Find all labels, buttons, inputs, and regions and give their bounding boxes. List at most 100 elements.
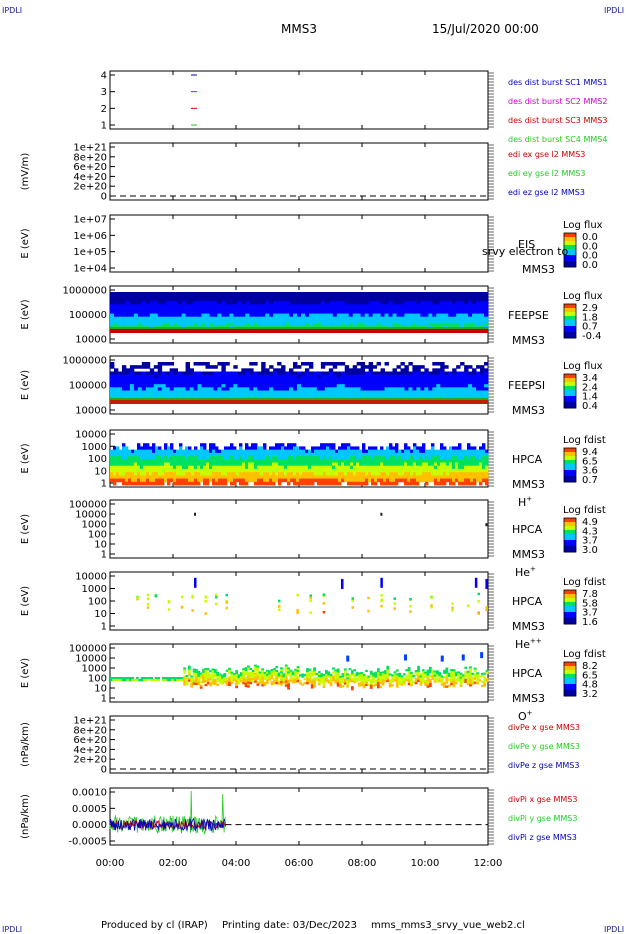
spectrogram-cell bbox=[218, 679, 222, 682]
spectrogram-cell bbox=[458, 465, 462, 470]
spectrogram-cell bbox=[317, 671, 321, 674]
spectrogram-cell bbox=[249, 292, 254, 296]
spectrogram-cell bbox=[260, 456, 264, 460]
spectrogram-cell bbox=[296, 456, 300, 460]
spectrogram-cell bbox=[408, 371, 413, 376]
spectrogram-cell bbox=[254, 668, 257, 671]
spectrogram-cell bbox=[371, 462, 375, 467]
spectrogram-cell bbox=[182, 462, 186, 467]
spectrogram-cell bbox=[384, 670, 387, 673]
spectrogram-cell bbox=[301, 675, 305, 678]
spectrogram-cell bbox=[245, 292, 250, 296]
spectrogram-cell bbox=[329, 682, 333, 685]
spectrogram-cell bbox=[247, 665, 250, 668]
spectrogram-cell bbox=[211, 674, 215, 677]
spectrogram-cell bbox=[149, 310, 155, 314]
spectrogram-cell bbox=[464, 393, 469, 398]
spectrogram-cell bbox=[416, 390, 421, 395]
spectrogram-cell bbox=[153, 295, 159, 299]
spectrogram-cell bbox=[428, 307, 433, 311]
spectrogram-cell bbox=[135, 679, 139, 682]
spectrogram-cell bbox=[233, 456, 237, 460]
spectrogram-cell bbox=[336, 362, 342, 366]
spectrogram-cell bbox=[300, 310, 306, 314]
spectrogram-cell bbox=[480, 381, 485, 385]
spectrogram-cell bbox=[140, 677, 144, 680]
spectrogram-cell bbox=[383, 462, 387, 467]
spectrogram-cell bbox=[452, 310, 457, 314]
spectrogram-cell bbox=[290, 446, 294, 451]
spectrogram-cell bbox=[113, 304, 119, 308]
spectrogram-cell bbox=[364, 381, 370, 385]
spectrogram-cell bbox=[282, 673, 286, 676]
spectrogram-cell bbox=[329, 481, 333, 486]
spectrogram-cell bbox=[416, 384, 421, 388]
spectrogram-cell bbox=[170, 443, 174, 447]
spectrogram-cell bbox=[401, 472, 405, 476]
spectrogram-cell bbox=[297, 374, 302, 379]
spectrogram-cell bbox=[338, 456, 342, 460]
spectrogram-cell bbox=[299, 475, 303, 479]
spectrogram-cell bbox=[212, 449, 216, 454]
spectrogram-cell bbox=[203, 449, 207, 454]
spectrogram-cell bbox=[448, 310, 453, 314]
spectrogram-cell bbox=[193, 295, 198, 299]
spectrogram-cell bbox=[344, 295, 350, 299]
spectrogram-cell bbox=[169, 679, 172, 682]
spectrogram-cell bbox=[428, 374, 433, 379]
spectrogram-cell bbox=[149, 295, 155, 299]
spectrogram-cell bbox=[317, 456, 321, 460]
spectrogram-cell bbox=[129, 301, 135, 305]
spectrogram-cell bbox=[169, 307, 175, 311]
spectrogram-cell bbox=[484, 292, 489, 296]
spectrogram-cell bbox=[249, 368, 254, 372]
colorbar-swatch bbox=[564, 251, 576, 254]
colorbar-swatch bbox=[564, 304, 576, 307]
spectrogram-cell bbox=[359, 472, 363, 476]
spectrogram-cell bbox=[122, 446, 126, 451]
spectrogram-cell bbox=[221, 682, 224, 685]
colorbar-tick-label: 7.8 bbox=[582, 589, 598, 600]
spectrogram-cell bbox=[119, 462, 123, 467]
spectrogram-cell bbox=[384, 310, 389, 314]
spectrogram-cell bbox=[347, 465, 351, 470]
spectrogram-cell bbox=[384, 362, 389, 366]
spectrogram-cell bbox=[285, 374, 290, 379]
spectrogram-cell bbox=[412, 319, 417, 324]
spectrogram-cell bbox=[124, 677, 127, 680]
spectrogram-cell bbox=[205, 322, 210, 327]
colorbar-swatch bbox=[564, 622, 576, 625]
spectrogram-cell bbox=[376, 292, 381, 296]
spectrogram-cell bbox=[284, 452, 288, 457]
colorbar-swatch bbox=[564, 374, 576, 377]
spectrogram-cell bbox=[225, 319, 230, 324]
spectrogram-cell bbox=[229, 371, 234, 376]
spectrogram-cell bbox=[239, 462, 243, 467]
spectrogram-cell bbox=[145, 304, 151, 308]
spectrogram-point bbox=[191, 596, 194, 599]
spectrogram-cell bbox=[290, 452, 294, 457]
spectrogram-cell bbox=[209, 307, 214, 311]
spectrogram-cell bbox=[185, 481, 189, 486]
spectrogram-cell bbox=[164, 449, 168, 454]
spectrogram-cell bbox=[432, 381, 437, 385]
colorbar-swatch bbox=[564, 530, 576, 533]
spectrogram-cell bbox=[332, 475, 336, 479]
spectrogram-cell bbox=[209, 374, 214, 379]
spectrogram-cell bbox=[122, 478, 126, 483]
spectrogram-cell bbox=[110, 377, 115, 382]
spectrogram-cell bbox=[249, 676, 253, 679]
spectrogram-cell bbox=[401, 468, 405, 473]
spectrogram-cell bbox=[221, 307, 226, 311]
spectrogram-cell bbox=[400, 362, 405, 366]
spectrogram-cell bbox=[263, 478, 267, 483]
spectrogram-cell bbox=[431, 475, 435, 479]
spectrogram-cell bbox=[229, 384, 234, 388]
spectrogram-cell bbox=[340, 295, 346, 299]
spectrogram-cell bbox=[189, 304, 194, 308]
spectrogram-cell bbox=[350, 686, 354, 689]
spectrogram-cell bbox=[263, 465, 267, 470]
y-tick-label: 0 bbox=[101, 192, 107, 203]
spectrogram-cell bbox=[224, 456, 228, 460]
spectrogram-cell bbox=[320, 459, 324, 463]
